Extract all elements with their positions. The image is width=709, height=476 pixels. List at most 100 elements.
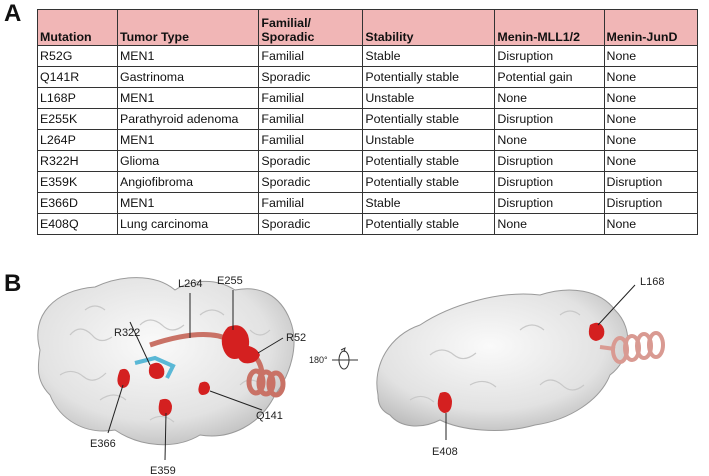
- label-q141: Q141: [256, 410, 283, 422]
- table-cell: Unstable: [362, 129, 496, 151]
- table-cell: Disruption: [494, 171, 605, 193]
- mutation-sites: [117, 325, 260, 416]
- table-cell: MEN1: [116, 87, 260, 109]
- helix: [599, 331, 665, 364]
- label-e255: E255: [217, 275, 243, 287]
- table-cell: Potentially stable: [362, 150, 496, 172]
- left-protein-surface: L264 E255 R322 R52 Q141 E366 E359: [37, 275, 306, 476]
- table-row: E366D MEN1 Familial Stable Disruption Di…: [37, 192, 699, 214]
- leader-lines: [445, 284, 636, 440]
- table-row: E408Q Lung carcinoma Sporadic Potentiall…: [37, 213, 699, 235]
- table-cell: Potentially stable: [362, 66, 496, 88]
- menin-structure-figure: L264 E255 R322 R52 Q141 E366 E359 180°: [37, 275, 665, 476]
- table-cell: None: [603, 66, 699, 88]
- mutation-table: Mutation Tumor Type Familial/ Sporadic S…: [37, 9, 699, 235]
- table-cell: Sporadic: [258, 150, 364, 172]
- header-tumor-type: Tumor Type: [116, 9, 260, 46]
- table-cell: None: [494, 87, 605, 109]
- rotation-icon: 180°: [309, 347, 358, 370]
- site-l168: [588, 322, 605, 341]
- table-cell: Disruption: [494, 150, 605, 172]
- site-r52: [237, 345, 260, 364]
- table-cell: L168P: [37, 87, 118, 109]
- table-cell: Familial: [258, 45, 364, 67]
- table-cell: R322H: [37, 150, 118, 172]
- table-cell: Familial: [258, 87, 364, 109]
- table-cell: Sporadic: [258, 66, 364, 88]
- label-e408: E408: [432, 446, 458, 458]
- site-r322: [148, 362, 165, 379]
- header-mutation: Mutation: [37, 9, 118, 46]
- table-cell: None: [603, 129, 699, 151]
- table-cell: None: [603, 108, 699, 130]
- ligand: [134, 355, 176, 379]
- table-cell: None: [603, 150, 699, 172]
- table-cell: R52G: [37, 45, 118, 67]
- header-familial-sporadic: Familial/ Sporadic: [258, 9, 364, 46]
- rotation-label: 180°: [309, 355, 328, 365]
- header-familial-sporadic-text: Familial/ Sporadic: [261, 16, 315, 44]
- table-cell: Angiofibroma: [116, 171, 260, 193]
- table-cell: MEN1: [116, 129, 260, 151]
- table-cell: Stable: [362, 192, 496, 214]
- table-cell: None: [603, 213, 699, 235]
- table-cell: Glioma: [116, 150, 260, 172]
- table-cell: None: [494, 213, 605, 235]
- table-cell: Potentially stable: [362, 213, 496, 235]
- surface-shape: [376, 289, 629, 431]
- leader-lines: [107, 290, 284, 461]
- site-e366: [117, 368, 130, 388]
- table-row: Q141R Gastrinoma Sporadic Potentially st…: [37, 66, 699, 88]
- table-row: R322H Glioma Sporadic Potentially stable…: [37, 150, 699, 172]
- table-cell: Disruption: [494, 192, 605, 214]
- panel-label-b: B: [4, 270, 22, 297]
- table-cell: Familial: [258, 129, 364, 151]
- table-cell: MEN1: [116, 192, 260, 214]
- header-menin-jund: Menin-JunD: [603, 9, 699, 46]
- table-row: E359K Angiofibroma Sporadic Potentially …: [37, 171, 699, 193]
- table-row: E255K Parathyroid adenoma Familial Poten…: [37, 108, 699, 130]
- table-cell: Sporadic: [258, 213, 364, 235]
- site-q141: [198, 381, 210, 395]
- label-r52: R52: [286, 332, 306, 344]
- label-l168: L168: [640, 276, 664, 288]
- right-protein-surface: L168 E408: [376, 276, 665, 458]
- table-cell: Potential gain: [494, 66, 605, 88]
- label-e366: E366: [90, 438, 116, 450]
- table-cell: Familial: [258, 108, 364, 130]
- table-cell: None: [603, 45, 699, 67]
- table-row: R52G MEN1 Familial Stable Disruption Non…: [37, 45, 699, 67]
- table-cell: Disruption: [603, 192, 699, 214]
- table-cell: L264P: [37, 129, 118, 151]
- panel-label-a: A: [4, 0, 22, 27]
- site-e408: [437, 392, 452, 413]
- table-cell: E408Q: [37, 213, 118, 235]
- table-cell: Parathyroid adenoma: [116, 108, 260, 130]
- table-cell: Familial: [258, 192, 364, 214]
- table-cell: Potentially stable: [362, 171, 496, 193]
- table-cell: E359K: [37, 171, 118, 193]
- table-cell: Stable: [362, 45, 496, 67]
- header-menin-mll: Menin-MLL1/2: [494, 9, 605, 46]
- table-cell: Disruption: [494, 108, 605, 130]
- table-cell: Disruption: [494, 45, 605, 67]
- table-cell: None: [603, 87, 699, 109]
- header-stability: Stability: [362, 9, 496, 46]
- table-cell: Q141R: [37, 66, 118, 88]
- table-cell: Lung carcinoma: [116, 213, 260, 235]
- table-cell: MEN1: [116, 45, 260, 67]
- table-cell: Unstable: [362, 87, 496, 109]
- label-r322: R322: [114, 327, 140, 339]
- table-row: L264P MEN1 Familial Unstable None None: [37, 129, 699, 151]
- table-cell: Disruption: [603, 171, 699, 193]
- table-cell: None: [494, 129, 605, 151]
- surface-texture: [409, 310, 585, 403]
- table-cell: E255K: [37, 108, 118, 130]
- mutation-sites: [437, 322, 605, 413]
- table-cell: Potentially stable: [362, 108, 496, 130]
- table-cell: Gastrinoma: [116, 66, 260, 88]
- table-header-row: Mutation Tumor Type Familial/ Sporadic S…: [37, 9, 699, 46]
- table-cell: E366D: [37, 192, 118, 214]
- table-row: L168P MEN1 Familial Unstable None None: [37, 87, 699, 109]
- table-cell: Sporadic: [258, 171, 364, 193]
